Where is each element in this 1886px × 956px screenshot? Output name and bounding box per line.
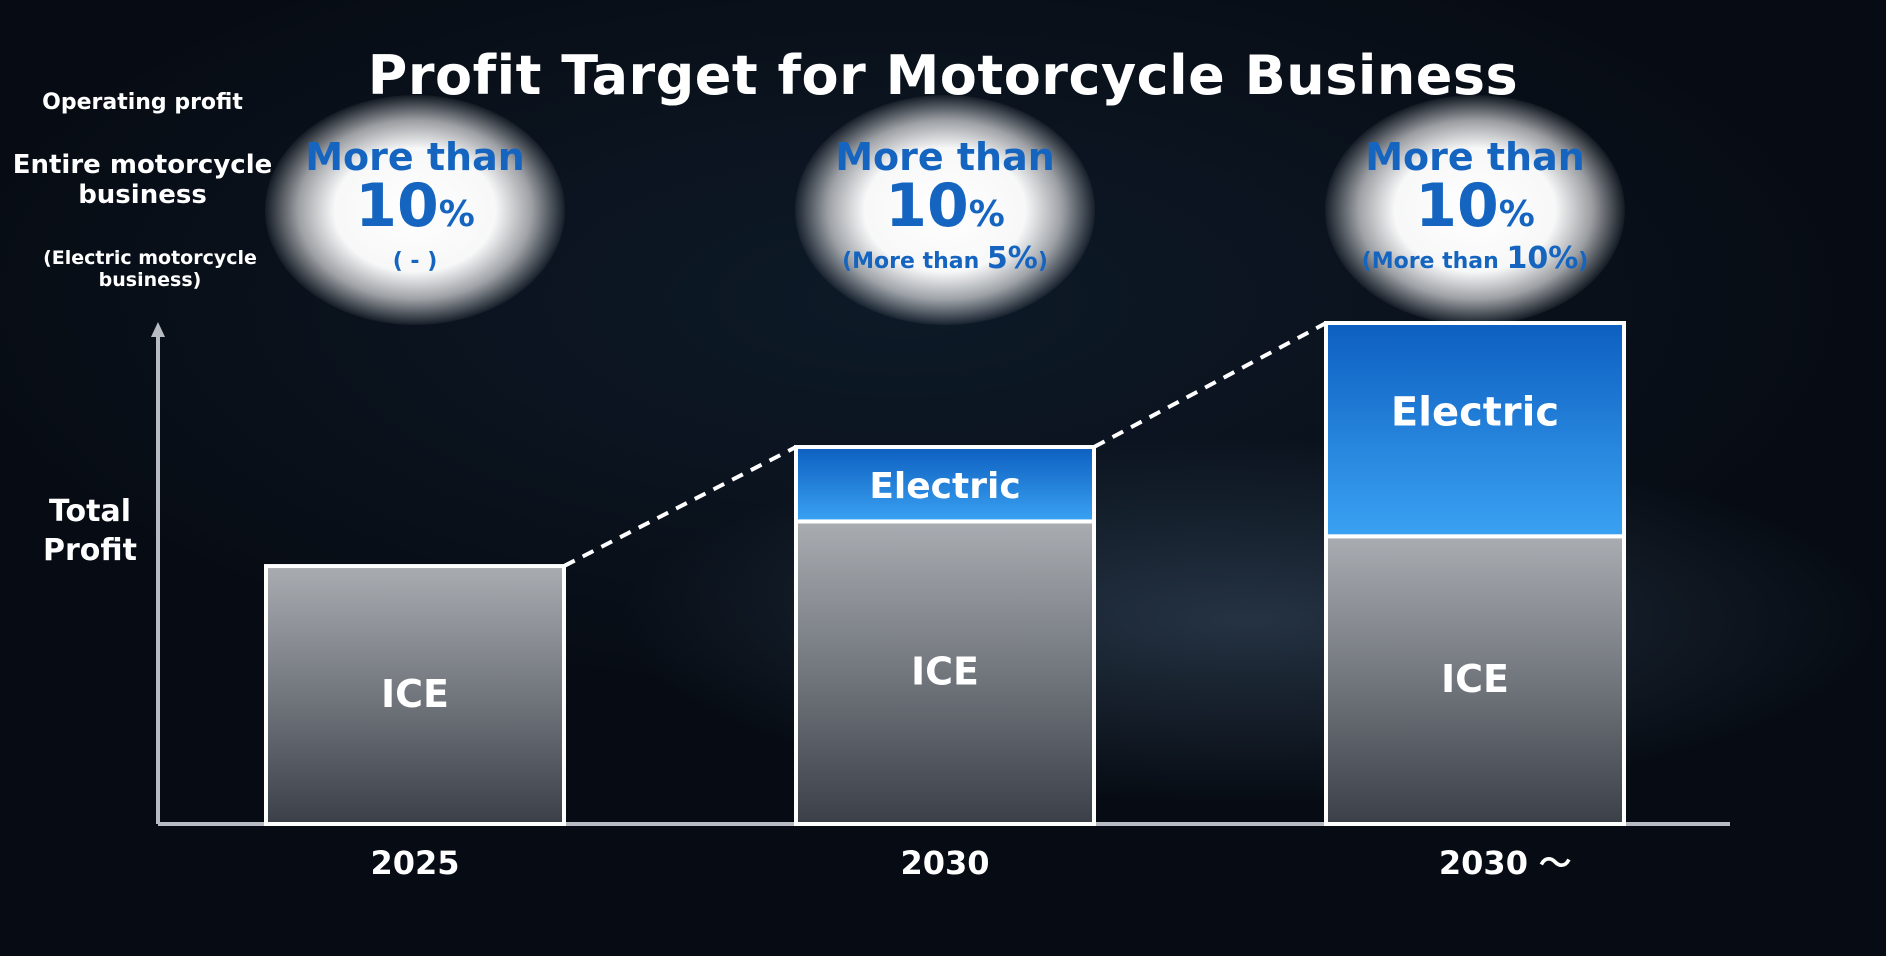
- target-more-than: More than: [1365, 135, 1585, 179]
- growth-connector: [563, 445, 797, 568]
- bar-ice: [794, 519, 1096, 826]
- y-axis-arrow: [151, 322, 165, 337]
- x-tick-label: 2025: [370, 844, 459, 882]
- target-more-than: More than: [835, 135, 1055, 179]
- bar-electric: [1324, 321, 1626, 539]
- bar-label-electric: Electric: [869, 466, 1020, 507]
- electric-business-label: (Electric motorcycle business): [43, 247, 257, 291]
- target-percent: 10%: [885, 171, 1005, 241]
- bar-label-ice: ICE: [1441, 657, 1509, 701]
- target-electric-sub: (More than 10%): [1361, 241, 1589, 276]
- bar-ice: [264, 564, 566, 826]
- bar-label-ice: ICE: [381, 672, 449, 716]
- target-electric-sub: ( - ): [392, 249, 438, 274]
- target-2030-onward: More than 10% (More than 10%): [1325, 95, 1625, 325]
- bar-label-ice: ICE: [911, 650, 979, 694]
- target-more-than: More than: [305, 135, 525, 179]
- entire-business-label: Entire motorcycle business: [12, 150, 273, 210]
- target-percent: 10%: [355, 171, 475, 241]
- y-axis-label: Total Profit: [43, 494, 137, 568]
- bar-electric: [794, 445, 1096, 524]
- operating-profit-label: Operating profit: [42, 90, 243, 115]
- target-electric-sub: (More than 5%): [842, 241, 1048, 276]
- bar-label-electric: Electric: [1391, 390, 1559, 436]
- target-2025: More than 10% ( - ): [265, 95, 565, 325]
- target-percent: 10%: [1415, 171, 1535, 241]
- target-2030: More than 10% (More than 5%): [795, 95, 1095, 325]
- x-tick-label: 2030 ～: [1439, 844, 1571, 882]
- growth-connector: [1093, 321, 1327, 449]
- x-tick-label: 2030: [900, 844, 989, 882]
